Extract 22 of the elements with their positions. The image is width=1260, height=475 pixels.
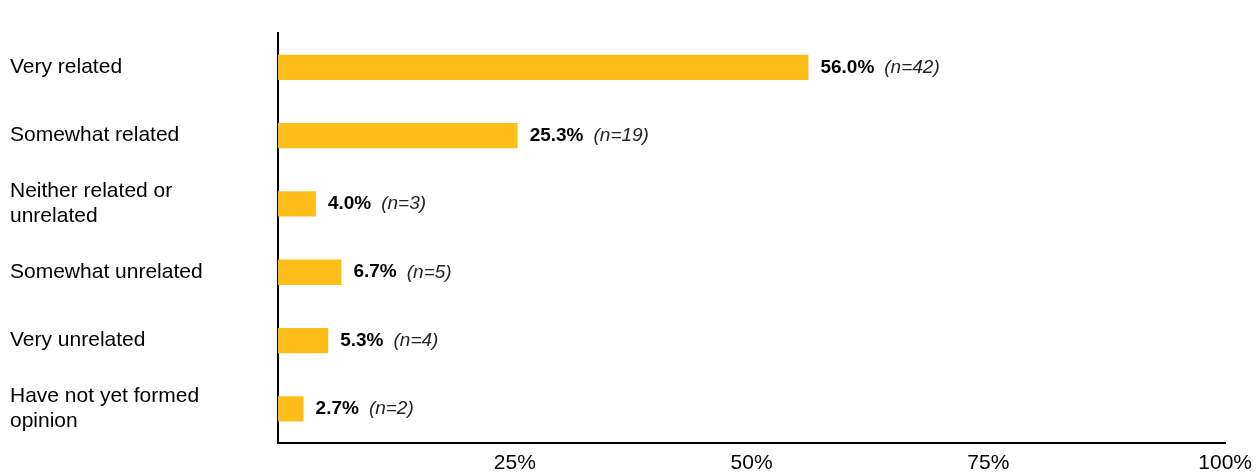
- x-tick-label: 100%: [1198, 450, 1252, 474]
- bar: [278, 123, 518, 149]
- bar: [278, 191, 316, 217]
- data-label: 6.7% (n=5): [353, 260, 452, 282]
- data-label: 4.0% (n=3): [327, 192, 427, 214]
- y-tick-label: Very related: [10, 54, 123, 78]
- y-tick-label: Somewhat unrelated: [10, 259, 203, 283]
- data-label: 2.7% (n=2): [315, 397, 414, 419]
- x-tick-label: 50%: [730, 450, 773, 474]
- bar: [278, 54, 809, 80]
- bar: [278, 259, 342, 285]
- y-tick-label: Very unrelated: [10, 327, 146, 351]
- y-tick-label: Neither related or unrelated: [10, 178, 173, 227]
- y-tick-label: Somewhat related: [10, 122, 180, 146]
- bar: [278, 327, 329, 354]
- data-label: 5.3% (n=4): [340, 328, 439, 350]
- x-tick-label: 25%: [493, 450, 536, 474]
- bar: [278, 396, 304, 422]
- data-label: 56.0% (n=42): [820, 55, 940, 77]
- data-label: 25.3% (n=19): [529, 123, 649, 145]
- y-tick-label: Have not yet formed opinion: [10, 383, 200, 432]
- x-tick-label: 75%: [967, 450, 1010, 474]
